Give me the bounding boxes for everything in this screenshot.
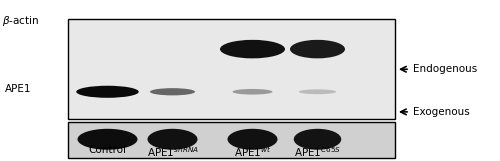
Ellipse shape (150, 88, 195, 95)
Text: Endogenous: Endogenous (412, 64, 477, 74)
Bar (68, 19, 395, 119)
Ellipse shape (228, 129, 278, 150)
Ellipse shape (78, 129, 138, 150)
Ellipse shape (76, 86, 139, 98)
Text: APE1$^{wt}$: APE1$^{wt}$ (234, 145, 272, 159)
Ellipse shape (290, 40, 345, 58)
Text: $\beta$-actin: $\beta$-actin (2, 14, 40, 28)
Ellipse shape (294, 129, 341, 150)
Text: APE1$^{shRNA}$: APE1$^{shRNA}$ (146, 145, 199, 159)
Ellipse shape (232, 89, 272, 95)
Ellipse shape (299, 89, 336, 94)
Bar (68, 122, 395, 158)
Text: Control: Control (88, 145, 126, 155)
Text: APE1: APE1 (5, 84, 32, 94)
Ellipse shape (220, 40, 285, 58)
Ellipse shape (148, 129, 198, 150)
Text: APE1$^{C65S}$: APE1$^{C65S}$ (294, 145, 341, 159)
Text: Exogenous: Exogenous (412, 107, 469, 117)
